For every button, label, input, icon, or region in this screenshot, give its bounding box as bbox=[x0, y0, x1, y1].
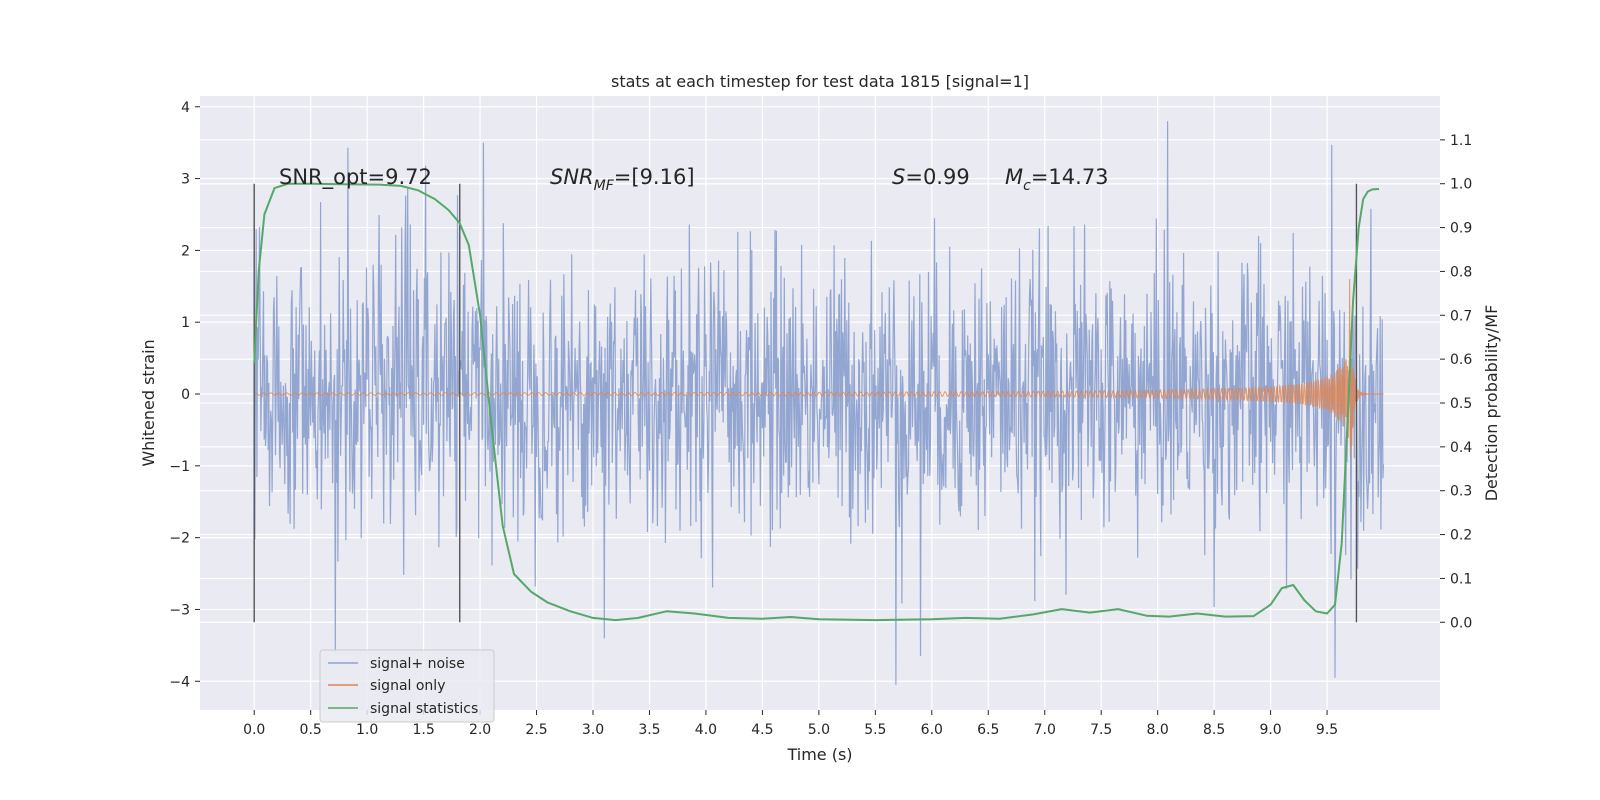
y-tick-label: 1 bbox=[181, 315, 190, 331]
legend-frame bbox=[319, 649, 495, 723]
y-axis-label: Whitened strain bbox=[139, 339, 158, 466]
y-tick-label: −2 bbox=[169, 531, 190, 547]
y2-tick-label: 0.0 bbox=[1450, 615, 1472, 631]
legend-label-signal-statistics: signal statistics bbox=[370, 701, 478, 717]
signal-plus-noise-line bbox=[253, 121, 1385, 685]
x-tick-label: 8.5 bbox=[1203, 722, 1225, 738]
y-tick-label: 2 bbox=[181, 243, 190, 259]
annotation-s: S=0.99 bbox=[892, 165, 970, 189]
x-tick-label: 2.0 bbox=[469, 722, 491, 738]
y2-tick-label: 1.1 bbox=[1450, 133, 1472, 149]
x-tick-label: 3.0 bbox=[582, 722, 604, 738]
series-signal-statistics bbox=[253, 182, 1380, 622]
annotation-snr-mf-value: =[9.16] bbox=[614, 165, 695, 189]
y2-tick-label: 0.8 bbox=[1450, 264, 1472, 280]
y2-axis-label: Detection probability/MF bbox=[1482, 305, 1501, 502]
x-tick-label: 5.0 bbox=[808, 722, 830, 738]
y2-tick-label: 0.5 bbox=[1450, 396, 1472, 412]
y-tick-label: −4 bbox=[169, 674, 190, 690]
annotation-snr-mf: SNRMF=[9.16] bbox=[550, 165, 695, 194]
annotation-mc-symbol: M bbox=[1005, 165, 1023, 189]
x-axis-label: Time (s) bbox=[786, 745, 852, 764]
y2-tick-label: 0.4 bbox=[1450, 440, 1472, 456]
annotation-snr-mf-subscript: MF bbox=[594, 178, 615, 194]
annotation-mc: Mc=14.73 bbox=[1005, 165, 1109, 194]
y2-tick-label: 0.1 bbox=[1450, 571, 1472, 587]
legend-label-signal-only: signal only bbox=[370, 678, 445, 694]
annotation-snr-opt: SNR_opt=9.72 bbox=[279, 165, 432, 190]
annotation-s-value: =0.99 bbox=[905, 165, 969, 189]
annotations: SNR_opt=9.72 SNRMF=[9.16] S=0.99 Mc=14.7… bbox=[279, 165, 1109, 194]
y2-tick-label: 0.3 bbox=[1450, 484, 1472, 500]
y2-tick-label: 1.0 bbox=[1450, 177, 1472, 193]
x-tick-label: 9.0 bbox=[1259, 722, 1281, 738]
x-tick-label: 4.5 bbox=[751, 722, 773, 738]
x-tick-label: 9.5 bbox=[1316, 722, 1338, 738]
y2-tick-label: 0.6 bbox=[1450, 352, 1472, 368]
legend-label-signal-plus-noise: signal+ noise bbox=[370, 656, 465, 672]
x-tick-label: 0.5 bbox=[300, 722, 322, 738]
y-tick-label: −3 bbox=[169, 602, 190, 618]
x-tick-label: 6.5 bbox=[977, 722, 999, 738]
y2-tick-label: 0.7 bbox=[1450, 308, 1472, 324]
annotation-mc-value: =14.73 bbox=[1031, 165, 1109, 189]
chart-title: stats at each timestep for test data 181… bbox=[611, 72, 1029, 91]
signal-only-line bbox=[253, 279, 1384, 458]
x-tick-label: 4.0 bbox=[695, 722, 717, 738]
x-tick-label: 7.0 bbox=[1034, 722, 1056, 738]
y-tick-label: 0 bbox=[181, 387, 190, 403]
y2-tick-label: 0.9 bbox=[1450, 221, 1472, 237]
x-tick-label: 1.0 bbox=[356, 722, 378, 738]
y-tick-label: −1 bbox=[169, 459, 190, 475]
legend: signal+ noise signal only signal statist… bbox=[319, 649, 495, 723]
y-tick-label: 3 bbox=[181, 172, 190, 188]
annotation-mc-subscript: c bbox=[1023, 178, 1031, 194]
x-tick-label: 7.5 bbox=[1090, 722, 1112, 738]
signal-statistics-line bbox=[253, 182, 1380, 622]
axis-ticks: 0.0 0.5 1.0 1.5 2.0 2.5 3.0 3.5 4.0 4.5 5.0 5.5 6.0 6… bbox=[169, 100, 1472, 738]
x-tick-label: 0.0 bbox=[243, 722, 265, 738]
series-signal-plus-noise bbox=[253, 121, 1385, 685]
x-tick-label: 3.5 bbox=[638, 722, 660, 738]
y-tick-label: 4 bbox=[181, 100, 190, 116]
series-signal-only bbox=[253, 279, 1384, 458]
x-tick-label: 6.0 bbox=[921, 722, 943, 738]
y2-tick-label: 0.2 bbox=[1450, 528, 1472, 544]
x-tick-label: 2.5 bbox=[525, 722, 547, 738]
x-tick-label: 5.5 bbox=[864, 722, 886, 738]
annotation-snr-mf-symbol: SNR bbox=[550, 165, 594, 189]
annotation-s-symbol: S bbox=[892, 165, 905, 189]
x-tick-label: 1.5 bbox=[412, 722, 434, 738]
x-tick-label: 8.0 bbox=[1147, 722, 1169, 738]
